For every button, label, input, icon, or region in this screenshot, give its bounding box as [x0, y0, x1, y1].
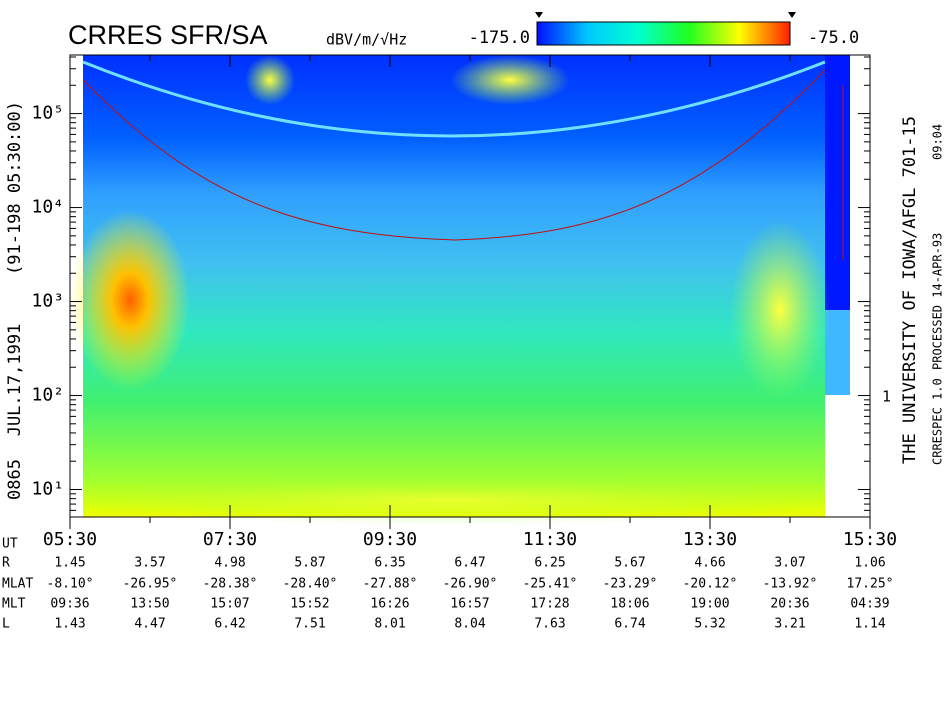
y-tick-label: 10⁴ — [31, 197, 64, 218]
x-tick-label: 15:30 — [843, 529, 897, 550]
table-cell: 3.07 — [774, 556, 805, 571]
table-cell: 6.47 — [454, 556, 485, 571]
row-label: L — [2, 617, 10, 632]
table-cell: -23.29° — [603, 577, 658, 592]
table-cell: -26.90° — [443, 577, 498, 592]
table-cell: 17:28 — [530, 597, 569, 612]
colorbar — [536, 21, 791, 46]
table-cell: -26.95° — [123, 577, 178, 592]
table-cell: 6.35 — [374, 556, 405, 571]
table-cell: 1.43 — [54, 617, 85, 632]
y-tick-label: 10² — [31, 385, 64, 406]
table-cell: 16:57 — [450, 597, 489, 612]
table-cell: 1.14 — [854, 617, 885, 632]
right-label: CRRESPEC 1.0 — [931, 378, 945, 465]
x-tick-label: 11:30 — [523, 529, 577, 550]
table-cell: 7.63 — [534, 617, 565, 632]
table-cell: 5.32 — [694, 617, 725, 632]
colorbar-markers — [535, 12, 796, 18]
table-cell: 5.87 — [294, 556, 325, 571]
x-tick-label: 07:30 — [203, 529, 257, 550]
table-cell: 8.01 — [374, 617, 405, 632]
table-cell: -27.88° — [363, 577, 418, 592]
left-label: (91-198 05:30:00) — [5, 101, 25, 275]
table-cell: 6.42 — [214, 617, 245, 632]
table-cell: 15:52 — [290, 597, 329, 612]
x-tick-label: 09:30 — [363, 529, 417, 550]
table-cell: 09:36 — [50, 597, 89, 612]
table-cell: 6.25 — [534, 556, 565, 571]
table-cell: 19:00 — [690, 597, 729, 612]
x-tick-label: 13:30 — [683, 529, 737, 550]
table-cell: 8.04 — [454, 617, 485, 632]
left-label: JUL.17,1991 — [5, 324, 25, 437]
table-cell: 4.47 — [134, 617, 165, 632]
row-label: UT — [2, 537, 18, 552]
table-cell: -20.12° — [683, 577, 738, 592]
left-label: 0865 — [5, 459, 25, 500]
table-cell: 04:39 — [850, 597, 889, 612]
table-cell: 13:50 — [130, 597, 169, 612]
right-label: 09:04 — [931, 124, 945, 160]
table-cell: 3.57 — [134, 556, 165, 571]
y-tick-label: 10³ — [31, 291, 64, 312]
colorbar-max: -75.0 — [808, 28, 859, 48]
colorbar-min: -175.0 — [469, 28, 530, 48]
y-tick-label: 10⁵ — [31, 103, 64, 124]
table-cell: 6.74 — [614, 617, 645, 632]
row-label: R — [2, 556, 10, 571]
table-cell: -13.92° — [763, 577, 818, 592]
table-cell: 3.21 — [774, 617, 805, 632]
table-cell: -28.38° — [203, 577, 258, 592]
table-cell: 7.51 — [294, 617, 325, 632]
x-tick-label: 05:30 — [43, 529, 97, 550]
table-cell: -25.41° — [523, 577, 578, 592]
table-cell: 17.25° — [847, 577, 894, 592]
right-tick-label: 1 — [882, 388, 891, 406]
colorbar-unit: dBV/m/√Hz — [326, 31, 407, 49]
table-cell: 1.45 — [54, 556, 85, 571]
right-label: PROCESSED 14-APR-93 — [931, 233, 945, 370]
table-cell: 1.06 — [854, 556, 885, 571]
table-cell: 4.66 — [694, 556, 725, 571]
table-cell: 15:07 — [210, 597, 249, 612]
table-cell: 20:36 — [770, 597, 809, 612]
chart-title: CRRES SFR/SA — [68, 20, 268, 50]
table-cell: 18:06 — [610, 597, 649, 612]
right-label: THE UNIVERSITY OF IOWA/AFGL 701-15 — [900, 116, 920, 464]
table-cell: 4.98 — [214, 556, 245, 571]
table-cell: 5.67 — [614, 556, 645, 571]
spectrogram-image — [70, 55, 850, 525]
table-cell: -8.10° — [47, 577, 94, 592]
table-cell: 16:26 — [370, 597, 409, 612]
row-label: MLAT — [2, 577, 33, 592]
y-tick-label: 10¹ — [31, 479, 64, 500]
row-label: MLT — [2, 597, 26, 612]
table-cell: -28.40° — [283, 577, 338, 592]
